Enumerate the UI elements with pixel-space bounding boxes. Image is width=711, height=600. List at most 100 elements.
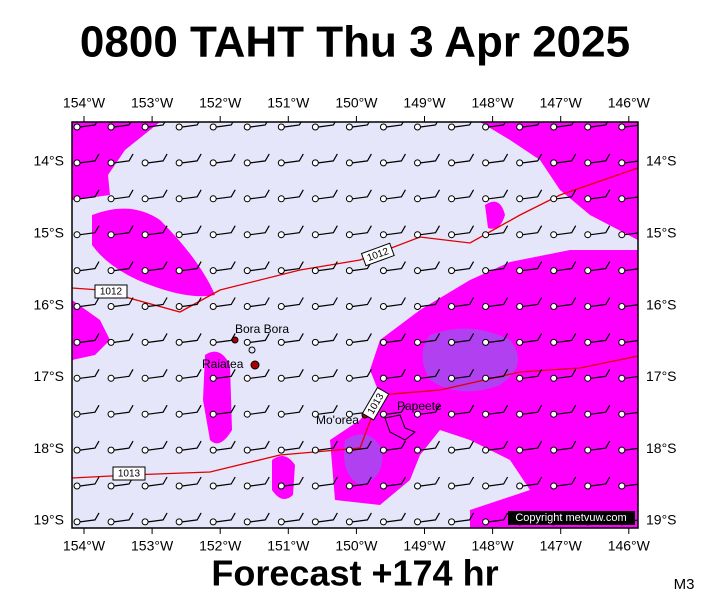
place-label: Raiatea <box>202 357 244 371</box>
wind-barb <box>79 153 100 164</box>
title: 0800 TAHT Thu 3 Apr 2025 <box>80 18 630 67</box>
wind-barb <box>79 369 100 379</box>
wind-barb <box>216 333 236 343</box>
shade <box>92 208 215 297</box>
wind-barb <box>624 483 638 487</box>
barb-station <box>482 410 490 418</box>
wind-barb <box>522 333 543 343</box>
wind-barb <box>79 261 100 272</box>
wind-barb <box>250 261 270 272</box>
wind-barb <box>284 297 304 308</box>
barb-station <box>414 518 421 526</box>
barb-station <box>107 410 115 418</box>
wind-barb <box>454 189 475 200</box>
barb-station <box>311 518 319 526</box>
barb-station <box>414 123 421 131</box>
barb-station <box>277 123 285 131</box>
barb-station <box>209 482 217 490</box>
lon-label: 152°W <box>199 95 242 111</box>
shade <box>72 122 160 200</box>
wind-barb <box>522 297 543 308</box>
barb-station <box>584 267 592 275</box>
wind-barb <box>352 440 372 451</box>
barb-station <box>618 482 626 490</box>
wind-barb <box>113 261 134 272</box>
axis-labels: 154°W 154°W 153°W 153°W 152°W 152°W 151°W 151°W… <box>33 95 676 554</box>
barb-station <box>345 159 353 167</box>
wind-barb <box>420 122 438 128</box>
barb-station <box>550 231 558 239</box>
barb-station <box>516 410 524 418</box>
barb-station <box>141 446 149 454</box>
barb-station <box>584 410 592 418</box>
wind-barb <box>352 512 372 523</box>
barb-station <box>141 123 149 131</box>
barb-station <box>516 123 524 131</box>
barb-station <box>345 482 353 490</box>
wind-barb <box>318 297 338 308</box>
wind-barb <box>556 297 577 308</box>
wind-barb <box>624 340 638 343</box>
wind-barb <box>148 476 168 487</box>
wind-barb <box>182 122 200 128</box>
barb-station <box>311 338 319 346</box>
barb-station <box>277 231 285 239</box>
wind-barb <box>148 404 168 415</box>
barb-station <box>243 195 251 203</box>
barb-station <box>516 374 524 382</box>
barb-station <box>175 518 183 526</box>
barb-station <box>311 303 319 310</box>
wind-barb <box>522 122 541 128</box>
barb-station <box>141 267 149 275</box>
wind-barb <box>420 153 441 164</box>
wind-barb <box>590 225 611 236</box>
wind-barb <box>79 189 100 200</box>
barb-station <box>482 338 490 346</box>
wind-barb <box>182 512 202 523</box>
barb-station <box>73 159 81 167</box>
wind-barb <box>216 261 236 272</box>
wind-barb <box>386 512 406 523</box>
barb-station <box>414 159 421 167</box>
lon-label: 153°W <box>131 538 174 554</box>
barb-station <box>379 303 387 310</box>
map-area <box>72 122 638 528</box>
wind-barb <box>454 153 475 164</box>
isobar <box>72 167 638 313</box>
barb-station <box>414 338 421 346</box>
wind-barb <box>624 232 638 236</box>
wind-barb <box>182 297 202 308</box>
barb-station <box>243 518 251 526</box>
barb-station <box>277 267 285 275</box>
lon-label: 154°W <box>63 95 106 111</box>
shade <box>272 456 295 499</box>
wind-barb <box>454 225 475 236</box>
wind-barb <box>216 297 236 308</box>
barb-station <box>243 123 251 131</box>
wind-barb <box>284 261 304 272</box>
barb-station <box>141 518 149 526</box>
wind-barb <box>522 189 543 200</box>
wind-barb <box>386 297 406 308</box>
wind-barb <box>284 333 304 343</box>
barb-station <box>107 123 115 131</box>
barb-station <box>516 482 524 490</box>
barb-station <box>345 446 353 454</box>
lat-label: 16°S <box>33 296 64 312</box>
barb-station <box>414 303 421 310</box>
barb-station <box>345 195 353 203</box>
wind-barb <box>182 404 202 415</box>
wind-barb <box>216 189 236 200</box>
barb-station <box>243 303 251 310</box>
barb-station <box>209 518 217 526</box>
lon-label: 147°W <box>540 95 583 111</box>
barb-station <box>550 159 558 167</box>
lon-label: 146°W <box>608 538 651 554</box>
barb-station <box>277 303 285 310</box>
lat-label: 17°S <box>646 368 677 384</box>
place-label: Bora Bora <box>235 322 289 336</box>
wind-barb <box>79 440 100 451</box>
barb-station <box>414 374 421 382</box>
wind-barb <box>590 153 611 164</box>
